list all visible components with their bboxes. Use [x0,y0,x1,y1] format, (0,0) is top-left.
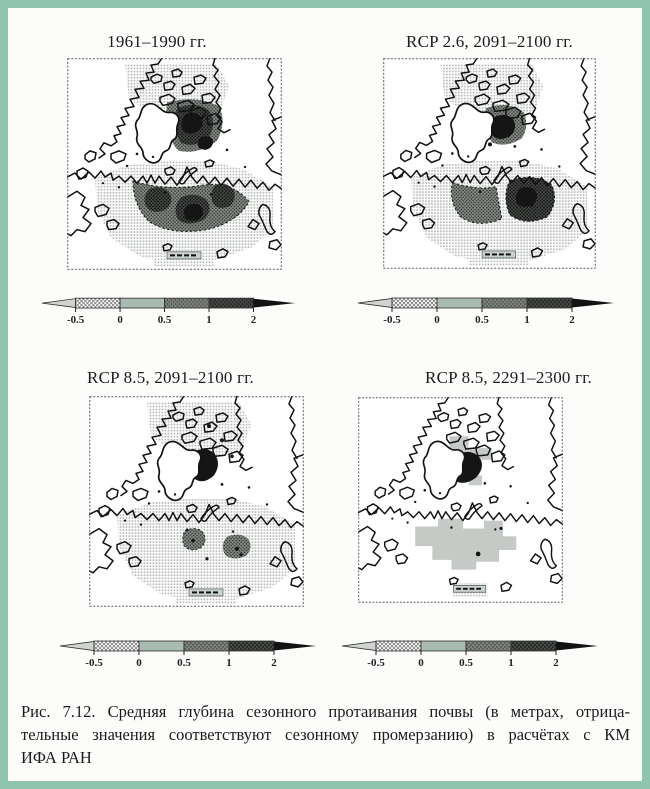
colorbar-tick-label: 1 [226,657,232,669]
map-rcp85-2091-2100 [89,396,304,607]
colorbar-tick-label: 0.5 [475,314,489,326]
figure-caption: Рис. 7.12. Средняя глубина сезонного про… [21,700,630,769]
colorbar-left-arrow [357,298,393,308]
colorbar-rcp26-2091-2100: -0.5 0 0.5 1 2 [350,295,622,327]
colorbar-right-arrow [556,641,598,651]
colorbar-tick-label: 0 [136,657,142,669]
colorbar-tick-label: 0.5 [158,314,172,326]
colorbar-left-arrow [59,641,95,651]
panel-title-1961-1990: 1961–1990 гг. [107,32,207,51]
colorbar-tick-label: 0.5 [177,657,191,669]
map-frame [383,58,596,269]
panel-title-rcp26-2091-2100: RCP 2.6, 2091–2100 гг. [406,32,573,51]
thaw-zone-dotted-boundary [450,181,503,224]
caption-line: ИФА РАН [21,748,92,767]
colorbar-tick-label: -0.5 [367,657,385,669]
map-frame [89,396,304,607]
colorbar-right-arrow [572,298,614,308]
colorbar-tick-label: 1 [508,657,514,669]
colorbar-rcp85-2291-2300: -0.5 0 0.5 1 2 [338,638,602,670]
colorbar-tick-label: 1 [206,314,211,326]
caption-line: Рис. 7.12. Средняя глубина сезонного про… [21,702,630,721]
colorbar-tick-label: -0.5 [383,314,401,326]
colorbar-left-arrow [341,641,377,651]
map-rcp26-2091-2100 [383,58,596,269]
colorbar-tick-label: 2 [553,657,559,669]
colorbar-tick-label: 1 [524,314,530,326]
colorbar-1961-1990: -0.5 0 0.5 1 2 [40,295,297,327]
panel-title-rcp85-2091-2100: RCP 8.5, 2091–2100 гг. [87,368,254,387]
thaw-zone-dotted-boundary [182,528,206,551]
colorbar-right-arrow [253,298,296,308]
colorbar-right-arrow [274,641,316,651]
map-1961-1990 [67,58,282,270]
colorbar-tick-label: 0.5 [459,657,473,669]
thaw-depth-shading [410,64,588,266]
colorbar-tick-label: -0.5 [85,657,103,669]
colorbar-left-arrow [41,298,76,308]
colorbar-tick-label: 0 [418,657,424,669]
colorbar-tick-label: 0 [434,314,440,326]
map-frame [67,58,282,270]
colorbar-tick-label: 2 [251,314,256,326]
map-frame [358,397,563,603]
colorbar-tick-label: 0 [117,314,123,326]
thaw-zone-dotted-boundary [132,180,250,232]
colorbar-tick-label: -0.5 [67,314,85,326]
caption-line: тельные значения соответствуют сезонному… [21,725,630,744]
map-rcp85-2291-2300 [358,397,563,603]
colorbar-tick-label: 2 [271,657,277,669]
colorbar-tick-label: 2 [569,314,575,326]
panel-title-rcp85-2291-2300: RCP 8.5, 2291–2300 гг. [425,368,592,387]
colorbar-rcp85-2091-2100: -0.5 0 0.5 1 2 [52,638,324,670]
